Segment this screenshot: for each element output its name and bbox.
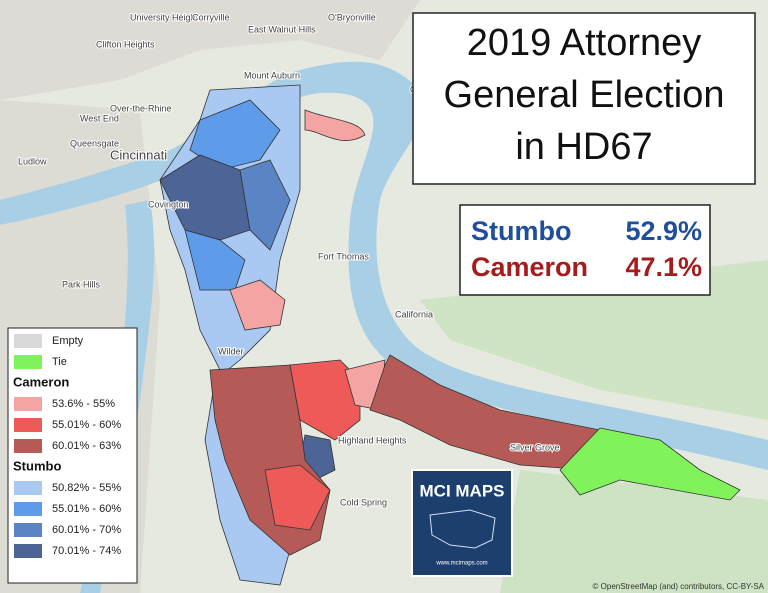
precinct [229,279,286,331]
legend-label: Empty [52,335,84,347]
legend-box [7,327,138,584]
legend: Empty Tie Cameron 53.6% - 55% 55.01% - 60% 60… [13,334,121,558]
woods [420,260,768,420]
title-box [412,12,756,185]
place-label: East Walnut Hills [248,24,316,34]
candidate-percent: 47.1% [625,252,702,282]
results: Stumbo 52.9% Cameron 47.1% [471,216,702,282]
legend-swatch [14,334,42,348]
precinct [369,354,601,471]
legend-swatch [14,355,42,369]
legend-label: 53.6% - 55% [52,398,115,410]
legend-label: Tie [52,356,67,368]
woods [500,470,768,593]
precinct [559,427,741,501]
candidate-percent: 52.9% [625,216,702,246]
legend-label: 70.01% - 74% [52,545,121,557]
legend-label: 50.82% - 55% [52,482,121,494]
legend-swatch [14,439,42,453]
logo-usa-outline [429,509,496,549]
legend-swatch [14,544,42,558]
legend-swatch [14,523,42,537]
precinct [264,464,331,531]
legend-swatch [14,481,42,495]
title: 2019 Attorney General Election in HD67 [444,22,725,168]
precinct [239,159,291,251]
place-label: Wilder [218,346,244,356]
place-label: California [395,309,433,319]
attribution: © OpenStreetMap (and) contributors, CC-B… [593,582,765,591]
place-label: Over-the-Rhine [110,103,172,113]
place-label: Ludlow [18,156,47,166]
logo-box [411,469,513,577]
legend-label: 55.01% - 60% [52,503,121,515]
place-label: Highland Heights [338,435,407,445]
place-label: Park Hills [62,279,101,289]
place-label: Cincinnati [110,147,167,162]
precinct [189,99,281,171]
legend-label: 60.01% - 63% [52,440,121,452]
place-label: University Heights [130,12,203,22]
legend-swatch [14,397,42,411]
urban-area [0,0,420,100]
title-line: in HD67 [515,126,652,168]
place-label: West End [80,113,119,123]
place-label: Fort Thomas [318,251,369,261]
place-label: Cold Spring [340,497,387,507]
place-label: Clifton Heights [96,39,155,49]
place-label: Queensgate [70,138,119,148]
place-label: Mount Auburn [244,70,300,80]
legend-group-title: Stumbo [13,458,61,473]
legend-swatch [14,502,42,516]
candidate-name: Cameron [471,252,588,282]
candidate-name: Stumbo [471,216,572,246]
title-line: General Election [444,74,725,116]
precinct [304,109,366,141]
title-line: 2019 Attorney [467,22,702,64]
logo-title: MCI MAPS [420,481,505,500]
place-label: O'Bryonville [328,12,376,22]
precinct [289,359,361,441]
legend-label: 55.01% - 60% [52,419,121,431]
precinct [184,229,246,291]
legend-group-title: Cameron [13,374,69,389]
legend-swatch [14,418,42,432]
place-label: Corryville [192,12,230,22]
river [80,200,155,593]
place-label: Covington [148,199,189,209]
logo-url: www.mcimaps.com [435,561,487,567]
results-box [459,204,711,296]
place-label: Silver Grove [510,442,560,452]
legend-label: 60.01% - 70% [52,524,121,536]
